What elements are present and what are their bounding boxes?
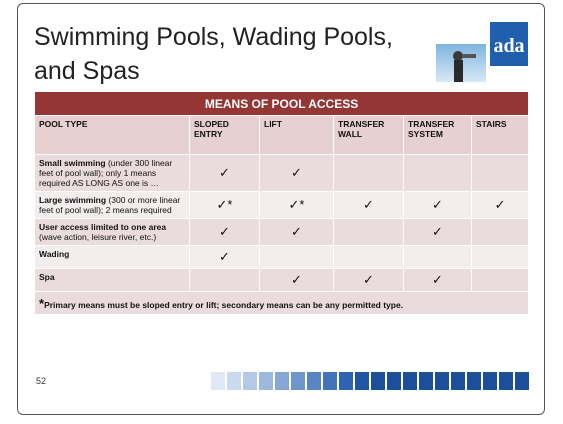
footnote-row: *Primary means must be sloped entry or l… bbox=[33, 291, 530, 315]
pool-type-cell: Wading bbox=[34, 245, 190, 269]
table-row: User access limited to one area (wave ac… bbox=[34, 218, 530, 246]
footnote: *Primary means must be sloped entry or l… bbox=[33, 291, 530, 315]
empty-cell bbox=[403, 245, 472, 269]
empty-cell bbox=[259, 245, 334, 269]
title-row: MEANS OF POOL ACCESS bbox=[33, 91, 530, 116]
page-number: 52 bbox=[36, 376, 47, 386]
icon-tile bbox=[419, 372, 433, 390]
table-title: MEANS OF POOL ACCESS bbox=[33, 91, 530, 116]
icon-tile bbox=[451, 372, 465, 390]
check-cell: ✓ bbox=[259, 268, 334, 292]
access-table: MEANS OF POOL ACCESS POOL TYPE SLOPED ENTR… bbox=[33, 91, 530, 315]
check-cell: ✓* bbox=[259, 191, 334, 219]
icon-tile bbox=[435, 372, 449, 390]
empty-cell bbox=[470, 218, 530, 246]
icon-tile bbox=[275, 372, 289, 390]
slide-title: Swimming Pools, Wading Pools, and Spas bbox=[34, 23, 393, 85]
pool-type-name: User access limited to one area bbox=[39, 222, 167, 232]
check-cell: ✓ bbox=[333, 268, 404, 292]
slide: Swimming Pools, Wading Pools, and Spas a… bbox=[17, 3, 545, 415]
table-row: Wading ✓ bbox=[34, 245, 530, 269]
table-row: Spa ✓ ✓ ✓ bbox=[34, 268, 530, 292]
icon-tile bbox=[467, 372, 481, 390]
pool-type-note: (wave action, leisure river, etc.) bbox=[39, 232, 157, 242]
column-header: TRANSFER WALL bbox=[333, 115, 404, 155]
column-header: POOL TYPE bbox=[34, 115, 190, 155]
check-cell: ✓ bbox=[470, 191, 530, 219]
pool-type-name: Small swimming bbox=[39, 158, 106, 168]
column-header-row: POOL TYPE SLOPED ENTRY LIFT TRANSFER WALL TR… bbox=[34, 115, 530, 155]
check-cell: ✓ bbox=[403, 268, 472, 292]
empty-cell bbox=[333, 154, 404, 192]
empty-cell bbox=[189, 268, 260, 292]
table-row: Large swimming (300 or more linear feet … bbox=[34, 191, 530, 219]
icon-tile bbox=[259, 372, 273, 390]
check-cell: ✓ bbox=[403, 218, 472, 246]
pool-type-cell: Small swimming (under 300 linear feet of… bbox=[34, 154, 190, 192]
empty-cell bbox=[403, 154, 472, 192]
table-row: Small swimming (under 300 linear feet of… bbox=[34, 154, 530, 192]
icon-tile bbox=[403, 372, 417, 390]
empty-cell bbox=[470, 245, 530, 269]
check-cell: ✓ bbox=[259, 218, 334, 246]
column-header: STAIRS bbox=[470, 115, 530, 155]
empty-cell bbox=[470, 154, 530, 192]
icon-tile bbox=[339, 372, 353, 390]
icon-tile bbox=[227, 372, 241, 390]
empty-cell bbox=[470, 268, 530, 292]
check-cell: ✓ bbox=[333, 191, 404, 219]
icon-tile bbox=[515, 372, 529, 390]
icon-tile bbox=[323, 372, 337, 390]
check-cell: ✓ bbox=[403, 191, 472, 219]
pool-type-cell: Large swimming (300 or more linear feet … bbox=[34, 191, 190, 219]
icon-tile bbox=[243, 372, 257, 390]
icon-strip bbox=[211, 372, 531, 392]
icon-tile bbox=[371, 372, 385, 390]
icon-tile bbox=[387, 372, 401, 390]
pool-type-name: Wading bbox=[39, 249, 70, 259]
empty-cell bbox=[333, 245, 404, 269]
pool-type-name: Spa bbox=[39, 272, 55, 282]
pool-type-cell: Spa bbox=[34, 268, 190, 292]
icon-tile bbox=[499, 372, 513, 390]
check-cell: ✓* bbox=[189, 191, 260, 219]
icon-tile bbox=[211, 372, 225, 390]
svg-text:ada: ada bbox=[493, 35, 524, 57]
logo: ada bbox=[436, 22, 528, 82]
column-header: SLOPED ENTRY bbox=[189, 115, 260, 155]
check-cell: ✓ bbox=[189, 218, 260, 246]
footnote-mark: * bbox=[39, 295, 45, 311]
footnote-text: Primary means must be sloped entry or li… bbox=[44, 299, 404, 310]
icon-tile bbox=[307, 372, 321, 390]
column-header: LIFT bbox=[259, 115, 334, 155]
check-cell: ✓ bbox=[189, 154, 260, 192]
pool-type-name: Large swimming bbox=[39, 195, 107, 205]
pool-type-cell: User access limited to one area (wave ac… bbox=[34, 218, 190, 246]
icon-tile bbox=[291, 372, 305, 390]
check-cell: ✓ bbox=[189, 245, 260, 269]
empty-cell bbox=[333, 218, 404, 246]
pool-type-note: (under 300 linear feet of pool wall); on… bbox=[39, 158, 173, 188]
pool-type-note: (300 or more linear feet of pool wall); … bbox=[39, 195, 181, 215]
check-cell: ✓ bbox=[259, 154, 334, 192]
icon-tile bbox=[355, 372, 369, 390]
icon-tile bbox=[483, 372, 497, 390]
column-header: TRANSFER SYSTEM bbox=[403, 115, 472, 155]
